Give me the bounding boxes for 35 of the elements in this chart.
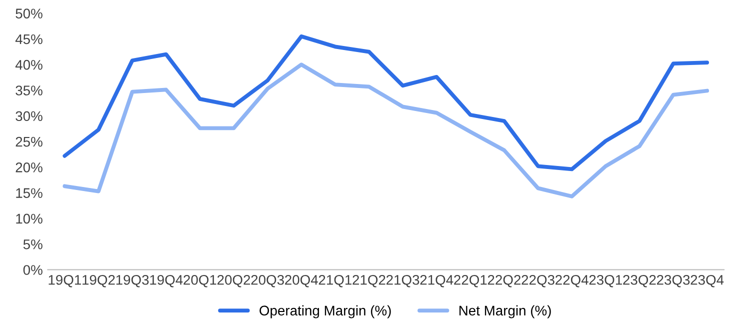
x-tick-label: 23Q3 bbox=[656, 274, 690, 288]
x-tick-label: 21Q2 bbox=[352, 274, 386, 288]
x-tick-label: 20Q4 bbox=[285, 274, 318, 288]
x-tick-label: 23Q4 bbox=[690, 274, 724, 288]
y-tick-label: 50% bbox=[16, 8, 42, 18]
x-tick-label: 23Q1 bbox=[589, 274, 622, 288]
y-tick-label: 30% bbox=[16, 111, 42, 122]
x-tick-label: 22Q2 bbox=[488, 274, 520, 288]
y-tick-label: 35% bbox=[16, 86, 42, 96]
y-tick-label: 20% bbox=[16, 162, 42, 172]
x-tick-label: 22Q3 bbox=[522, 274, 554, 288]
legend-label: Operating Margin (%) bbox=[260, 305, 391, 318]
x-tick-label: 21Q3 bbox=[386, 274, 420, 288]
x-tick-label: 19Q1 bbox=[48, 274, 81, 288]
y-tick-label: 0% bbox=[23, 265, 42, 275]
line-series bbox=[62, 34, 710, 172]
x-tick-label: 19Q3 bbox=[116, 274, 149, 288]
x-tick-label: 20Q1 bbox=[184, 274, 216, 288]
legend-label: Net Margin (%) bbox=[459, 305, 551, 318]
x-tick-label: 21Q4 bbox=[420, 274, 454, 288]
y-tick-label: 40% bbox=[15, 60, 42, 70]
x-tick-label: 19Q4 bbox=[150, 274, 183, 288]
y-tick-label: 5% bbox=[23, 239, 42, 250]
y-tick-label: 25% bbox=[16, 136, 42, 147]
x-tick-label: 20Q3 bbox=[251, 274, 284, 288]
x-tick-label: 20Q2 bbox=[217, 274, 250, 288]
y-tick-label: 15% bbox=[16, 188, 42, 198]
x-tick-label: 19Q2 bbox=[82, 274, 115, 288]
x-tick-label: 22Q1 bbox=[454, 274, 487, 288]
x-tick-label: 21Q1 bbox=[318, 274, 352, 288]
y-tick-label: 45% bbox=[15, 34, 42, 44]
line-series bbox=[62, 62, 710, 198]
y-tick-label: 10% bbox=[16, 214, 42, 224]
x-tick-label: 22Q4 bbox=[556, 274, 588, 288]
x-tick-label: 23Q2 bbox=[623, 274, 656, 288]
